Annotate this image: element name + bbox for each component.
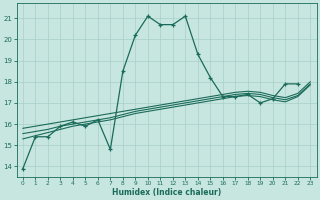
- X-axis label: Humidex (Indice chaleur): Humidex (Indice chaleur): [112, 188, 221, 197]
